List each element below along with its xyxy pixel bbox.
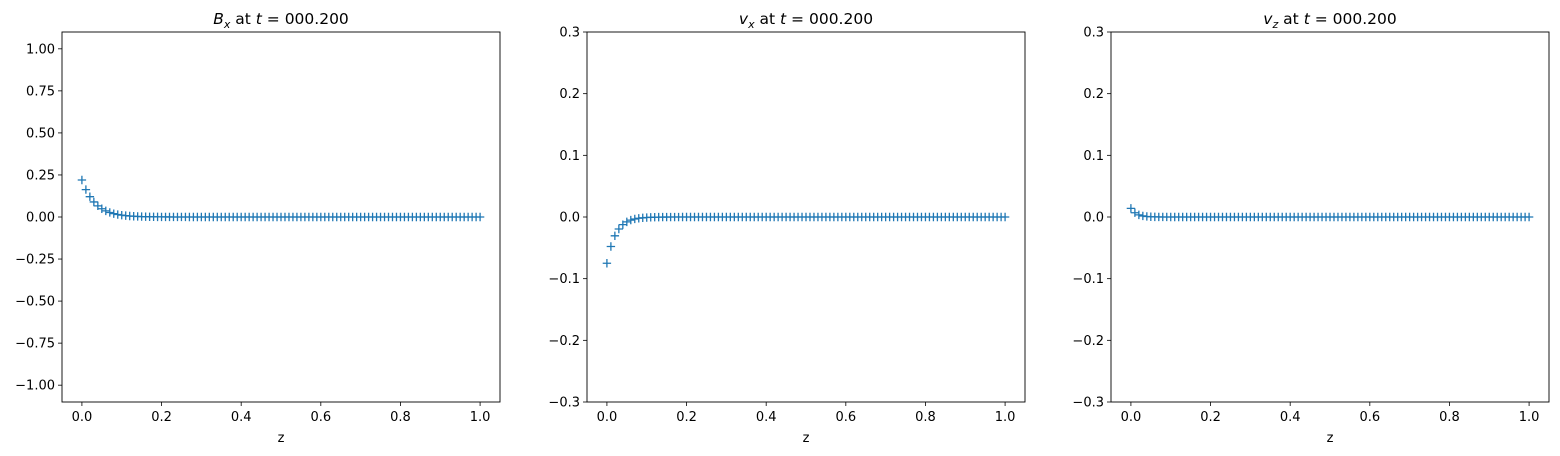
y-tick-label: −1.00 (15, 379, 55, 394)
x-tick-label: 0.8 (1439, 410, 1460, 425)
data-point (85, 192, 95, 201)
y-tick-label: 0.3 (559, 26, 580, 41)
y-tick-label: 1.00 (26, 42, 55, 57)
data-point (610, 231, 620, 241)
title-at: at (1278, 10, 1303, 28)
title-variable: v (739, 10, 749, 28)
x-tick-label: 0.4 (756, 410, 777, 425)
y-tick-label: 0.50 (26, 126, 55, 141)
y-tick-label: 0.0 (1083, 211, 1104, 226)
x-tick-label: 0.0 (1121, 410, 1142, 425)
title-at: at (230, 10, 255, 28)
y-tick-label: −0.50 (15, 295, 55, 310)
plot-frame (61, 31, 501, 403)
title-variable: v (1263, 10, 1273, 28)
data-point (1126, 204, 1136, 213)
data-point (1000, 212, 1010, 222)
x-tick-label: 1.0 (995, 410, 1016, 425)
y-tick-label: 0.2 (559, 87, 580, 102)
data-point (606, 242, 616, 251)
chart-panel-2: vx at t = 000.200 0.0 0.2 0.4 0.6 0.8 1.0 −0.3 −… (548, 10, 1026, 446)
data-point (626, 215, 635, 225)
y-tick-label: 0.2 (1083, 87, 1104, 102)
data-point (475, 212, 485, 222)
data-point (622, 217, 632, 227)
data-point (101, 206, 110, 216)
x-tick-label: 0.2 (151, 410, 172, 425)
plot-frame (586, 31, 1026, 403)
data-point (630, 214, 639, 224)
data-point (77, 175, 87, 185)
y-tick-label: −0.25 (15, 253, 55, 268)
y-tick-label: 0.75 (26, 84, 55, 99)
title-time-variable: t (1304, 10, 1311, 28)
y-tick-label: −0.75 (15, 337, 55, 352)
x-tick-label: 0.2 (676, 410, 697, 425)
x-tick-label: 0.2 (1200, 410, 1221, 425)
title-time-value: = 000.200 (1310, 10, 1397, 28)
chart-title: vz at t = 000.200 (1263, 10, 1396, 31)
y-tick-label: −0.3 (548, 396, 580, 411)
x-tick-label: 0.0 (72, 410, 93, 425)
chart-title: Bx at t = 000.200 (213, 10, 349, 31)
x-tick-label: 0.6 (310, 410, 331, 425)
x-axis-label: z (803, 431, 810, 446)
title-time-variable: t (780, 10, 787, 28)
data-point (1134, 210, 1144, 220)
x-tick-label: 0.8 (390, 410, 411, 425)
title-at: at (755, 10, 780, 28)
y-tick-label: 0.00 (26, 211, 55, 226)
x-tick-label: 0.4 (231, 410, 252, 425)
y-tick-label: 0.25 (26, 168, 55, 183)
title-subscript: x (747, 18, 755, 31)
plot-frame (1110, 31, 1550, 403)
x-tick-label: 1.0 (470, 410, 491, 425)
x-tick-label: 0.6 (835, 410, 856, 425)
y-tick-label: −0.1 (548, 272, 580, 287)
y-tick-label: −0.1 (1072, 272, 1104, 287)
y-tick-label: −0.2 (1072, 334, 1104, 349)
title-variable: B (213, 10, 224, 28)
data-point (89, 197, 99, 207)
data-point (81, 185, 91, 194)
data-point (97, 204, 107, 213)
x-tick-label: 0.6 (1359, 410, 1380, 425)
data-point (109, 209, 118, 218)
y-tick-label: 0.3 (1083, 26, 1104, 41)
x-axis-label: z (1327, 431, 1334, 446)
data-point (1524, 212, 1534, 222)
title-time-value: = 000.200 (786, 10, 873, 28)
x-tick-label: 1.0 (1519, 410, 1540, 425)
x-axis-label: z (278, 431, 285, 446)
y-tick-label: 0.0 (559, 211, 580, 226)
y-tick-label: −0.3 (1072, 396, 1104, 411)
data-point (614, 224, 624, 234)
y-tick-label: 0.1 (1083, 149, 1104, 164)
x-tick-label: 0.0 (597, 410, 618, 425)
y-tick-label: 0.1 (559, 149, 580, 164)
chart-panel-1: Bx at t = 000.200 0.0 0.2 0.4 0.6 0.8 1.0 −1.00… (15, 10, 501, 446)
title-subscript: z (1271, 18, 1278, 31)
data-point (105, 208, 114, 217)
data-point (602, 259, 612, 268)
x-tick-label: 0.8 (915, 410, 936, 425)
title-time-value: = 000.200 (262, 10, 349, 28)
title-subscript: x (223, 18, 231, 31)
x-tick-label: 0.4 (1280, 410, 1301, 425)
title-time-variable: t (256, 10, 263, 28)
chart-title: vx at t = 000.200 (739, 10, 873, 31)
y-tick-label: −0.2 (548, 334, 580, 349)
